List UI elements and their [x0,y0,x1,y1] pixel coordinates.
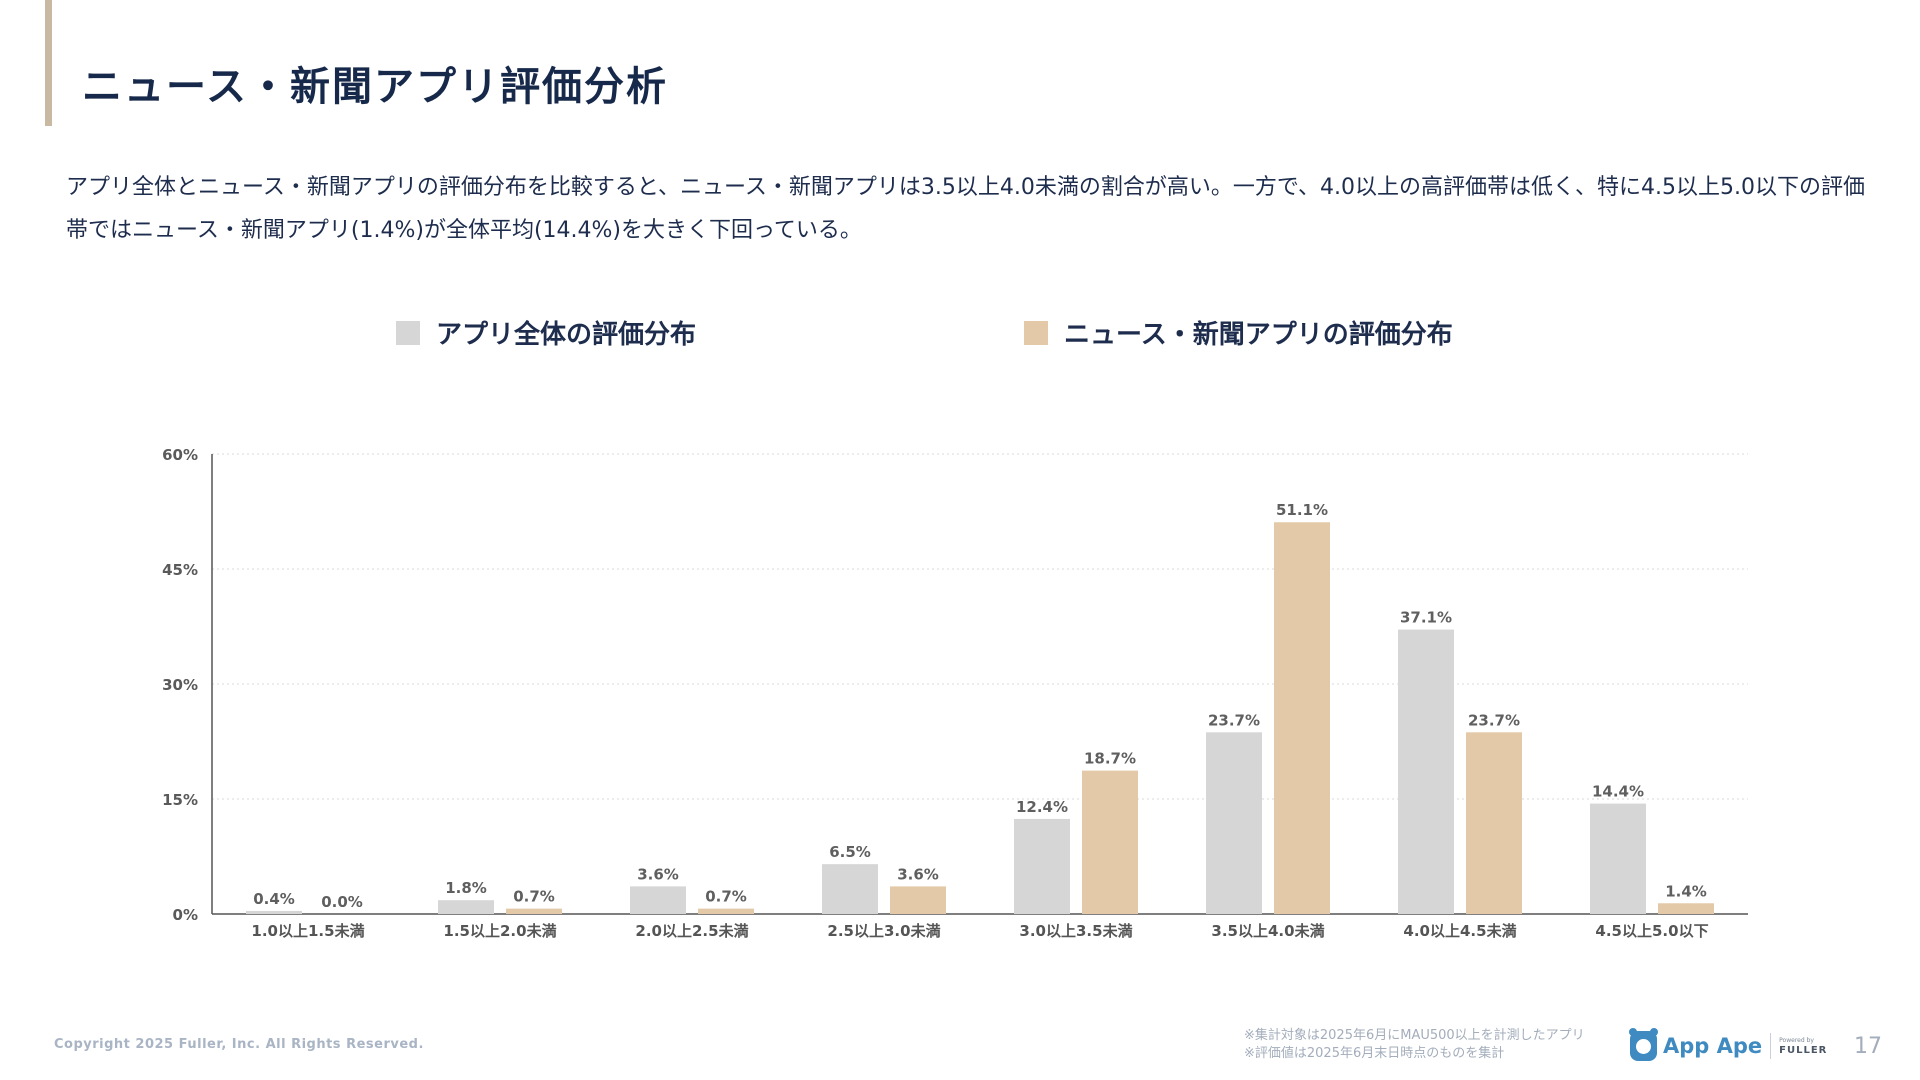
y-tick-label: 15% [162,791,198,809]
powered-brand-text: FULLER [1779,1045,1828,1056]
x-tick-label: 2.0以上2.5未満 [635,922,748,940]
footnote-2: ※評価値は2025年6月末日時点のものを集計 [1244,1046,1505,1061]
bar-data-label: 23.7% [1208,711,1260,729]
title-accent-bar [45,0,52,126]
bar-data-label: 0.0% [321,893,363,911]
legend-item-news-apps: ニュース・新聞アプリの評価分布 [1024,314,1453,351]
powered-by-text: Powered by [1779,1037,1814,1044]
bar-series-1 [1206,732,1262,914]
bar-data-label: 51.1% [1276,501,1328,519]
x-tick-label: 1.0以上1.5未満 [251,922,364,940]
legend-swatch-news-apps [1024,320,1048,345]
chart-legend: アプリ全体の評価分布 ニュース・新聞アプリの評価分布 [0,314,1920,350]
app-ape-logo: App Ape Powered by FULLER [1629,1028,1827,1064]
page-title: ニュース・新聞アプリ評価分析 [82,64,668,110]
bar-data-label: 37.1% [1400,609,1452,627]
logo-divider [1770,1033,1772,1059]
y-tick-label: 60% [162,446,198,464]
bar-series-2 [1466,732,1522,914]
y-tick-label: 0% [173,906,198,924]
app-ape-logo-icon [1629,1028,1658,1061]
bar-data-label: 0.4% [253,890,295,908]
bar-data-label: 3.6% [897,865,939,883]
bar-series-2 [890,886,946,914]
footnotes: ※集計対象は2025年6月にMAU500以上を計測したアプリ ※評価値は2025… [1244,1027,1585,1063]
bar-series-1 [438,900,494,914]
bar-data-label: 0.7% [513,888,555,906]
bar-data-label: 1.4% [1665,882,1707,900]
footnote-1: ※集計対象は2025年6月にMAU500以上を計測したアプリ [1244,1028,1585,1043]
bar-series-2 [1082,770,1138,914]
bar-data-label: 3.6% [637,865,679,883]
bar-series-2 [698,908,754,914]
legend-label-news-apps: ニュース・新聞アプリの評価分布 [1064,320,1453,350]
bar-series-1 [822,864,878,914]
legend-swatch-all-apps [396,320,420,345]
bar-series-1 [1590,803,1646,914]
powered-by-fuller: Powered by FULLER [1779,1036,1827,1056]
bar-data-label: 23.7% [1468,711,1520,729]
logo-text: App Ape [1663,1034,1763,1058]
y-tick-label: 30% [162,676,198,694]
description-text: アプリ全体とニュース・新聞アプリの評価分布を比較すると、ニュース・新聞アプリは3… [66,175,1865,243]
bar-data-label: 1.8% [445,879,487,897]
copyright-text: Copyright 2025 Fuller, Inc. All Rights R… [54,1037,424,1052]
x-tick-label: 3.5以上4.0未満 [1211,922,1324,940]
bar-data-label: 12.4% [1016,798,1068,816]
x-tick-label: 4.0以上4.5未満 [1403,922,1516,940]
legend-label-all-apps: アプリ全体の評価分布 [436,320,697,350]
bar-series-2 [1658,903,1714,914]
bar-data-label: 14.4% [1592,783,1644,801]
bar-series-2 [506,908,562,914]
rating-distribution-bar-chart: 0% 15% 30% 45% 60% 0.4% 0.0% 1.0以上1.5未満 1.8% 0.7%… [162,446,1748,940]
x-tick-label: 3.0以上3.5未満 [1019,922,1132,940]
legend-item-all-apps: アプリ全体の評価分布 [396,314,696,351]
bar-series-2 [1274,522,1330,914]
bar-series-1 [630,886,686,914]
bar-series-1 [1014,818,1070,914]
y-tick-label: 45% [162,561,198,579]
bar-series-1 [246,910,302,914]
bar-data-label: 18.7% [1084,750,1136,768]
x-tick-label: 2.5以上3.0未満 [827,922,940,940]
bar-data-label: 6.5% [829,843,871,861]
bar-series-1 [1398,629,1454,914]
page-number: 17 [1854,1034,1882,1059]
x-tick-label: 4.5以上5.0以下 [1595,922,1708,940]
bar-data-label: 0.7% [705,888,747,906]
x-tick-label: 1.5以上2.0未満 [443,922,556,940]
